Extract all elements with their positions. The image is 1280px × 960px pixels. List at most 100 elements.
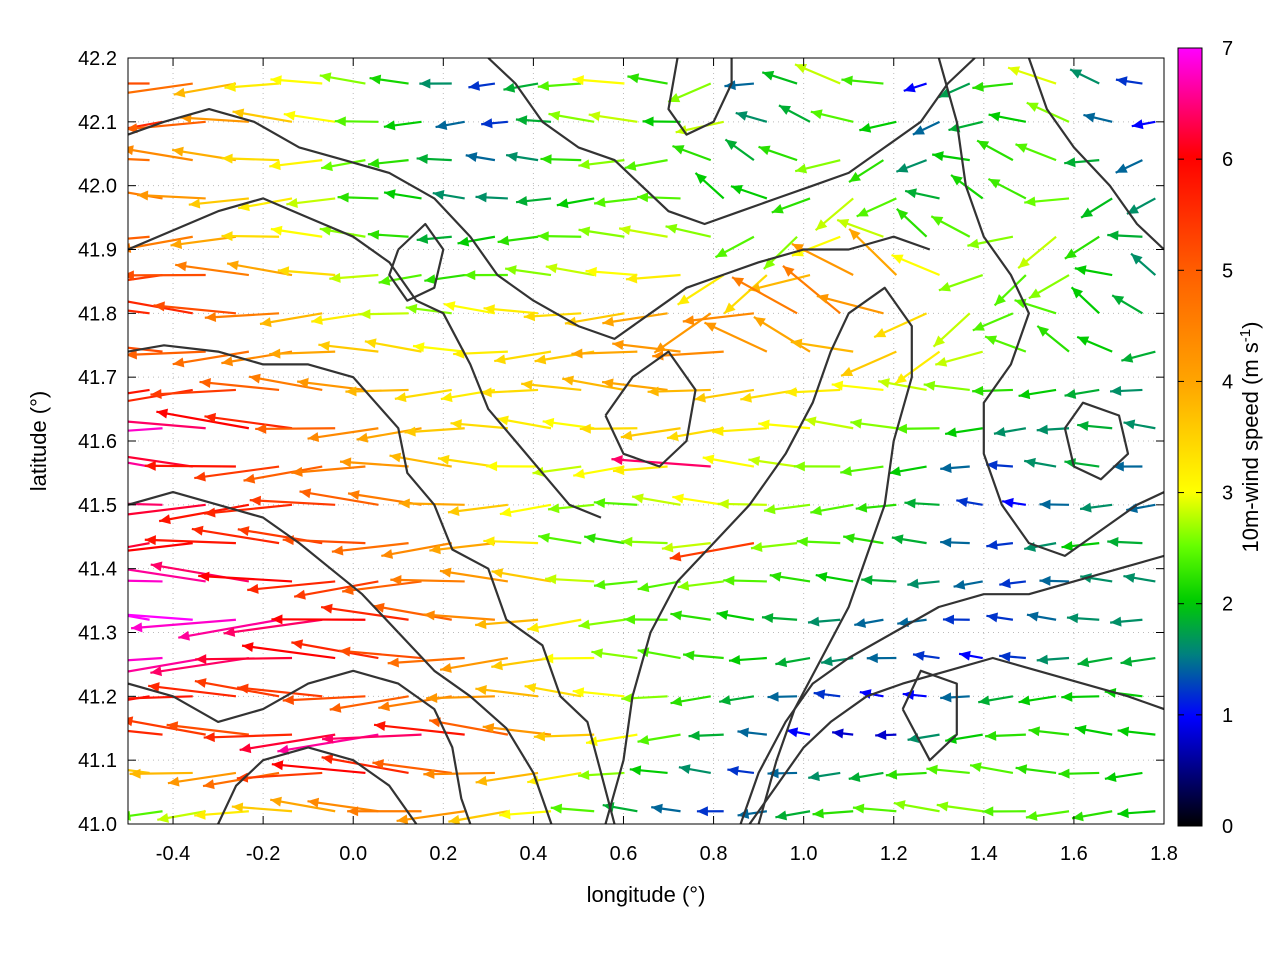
wind-vector-head (661, 542, 674, 553)
wind-vector-head (621, 693, 633, 704)
wind-vector-head (282, 694, 294, 705)
wind-vector-head (719, 695, 731, 706)
wind-vector-shaft (426, 695, 495, 700)
wind-vector-shaft (236, 771, 323, 780)
wind-vector (318, 341, 379, 353)
wind-vector-head (374, 721, 386, 731)
wind-vector-head (297, 377, 309, 388)
wind-vector-head (204, 507, 216, 518)
wind-vector-head (57, 575, 68, 585)
y-tick-label: 41.2 (78, 686, 117, 708)
wind-vector (578, 226, 625, 238)
wind-vector-head (1064, 248, 1077, 259)
contour-line (739, 554, 1164, 824)
wind-vector-head (236, 772, 249, 783)
wind-vector (796, 536, 841, 547)
wind-vector-head (291, 466, 303, 477)
wind-vector (128, 568, 206, 583)
wind-vector-head (195, 654, 207, 665)
wind-vector-head (494, 354, 506, 365)
wind-vector-head (128, 810, 131, 821)
contour-line (1063, 401, 1130, 481)
wind-vector (735, 111, 768, 123)
wind-vector-head (440, 392, 453, 403)
wind-vector-head (903, 82, 916, 93)
wind-vector-head (938, 88, 951, 98)
wind-vector (537, 231, 582, 242)
wind-vector-head (329, 702, 342, 713)
wind-vector (723, 575, 767, 586)
wind-vector-head (677, 580, 690, 591)
wind-vector (204, 412, 293, 430)
wind-vector-shaft (372, 761, 452, 775)
wind-vector (585, 266, 638, 277)
wind-vector-head (895, 423, 908, 434)
wind-vector-head (364, 338, 377, 349)
wind-vector (369, 74, 409, 85)
wind-vector-head (896, 208, 909, 221)
wind-vector-shaft (248, 375, 323, 392)
wind-vector-head (821, 656, 833, 667)
wind-vector-head (447, 506, 460, 516)
wind-vector-head (99, 548, 111, 558)
wind-vector-head (1018, 389, 1031, 400)
wind-vector (465, 152, 496, 162)
wind-vector-shaft (128, 542, 193, 552)
wind-vector-head (157, 812, 169, 823)
wind-vector-head (728, 654, 741, 665)
wind-vector (128, 158, 150, 162)
wind-vector-head (585, 266, 597, 277)
y-tick-label: 41.5 (78, 495, 117, 517)
wind-vector (158, 503, 250, 525)
wind-vector (948, 120, 983, 133)
wind-vector-head (475, 685, 487, 695)
wind-vector (629, 765, 668, 776)
contour-line (667, 58, 733, 136)
wind-vector-head (611, 454, 623, 465)
colorbar-label-exp: -1 (1237, 329, 1254, 342)
y-tick-label: 41.9 (78, 240, 117, 262)
wind-vector (1110, 616, 1143, 627)
wind-vector (723, 274, 768, 315)
wind-vector-head (423, 769, 435, 780)
wind-vector-head (322, 733, 334, 744)
wind-vector-head (277, 744, 290, 755)
wind-vector-head (775, 810, 788, 821)
wind-vector (404, 426, 465, 437)
wind-vector (435, 120, 465, 131)
wind-vector (579, 423, 638, 434)
wind-vector-shaft (381, 542, 452, 558)
wind-vector-head (831, 380, 844, 391)
wind-vector (907, 733, 940, 744)
wind-vector (737, 727, 767, 738)
wind-vector-shaft (128, 810, 163, 818)
wind-vector-shaft (128, 346, 163, 353)
wind-vector (794, 159, 841, 174)
wind-vector (523, 311, 582, 322)
wind-vector-head (985, 730, 997, 741)
wind-vector (859, 120, 897, 133)
wind-vector-shaft (223, 618, 323, 635)
wind-vector (482, 722, 552, 736)
wind-vector-head (790, 338, 803, 349)
wind-vector-shaft (612, 342, 681, 353)
wind-vector-shaft (682, 312, 755, 323)
wind-vector (128, 309, 150, 315)
wind-vector (429, 542, 496, 555)
wind-vector-head (270, 796, 282, 807)
wind-vector (153, 301, 237, 315)
wind-vector-head (527, 622, 540, 633)
wind-vector (669, 542, 755, 562)
wind-vector-head (1123, 572, 1136, 583)
wind-vector-head (242, 642, 254, 653)
wind-vector-head (1008, 66, 1021, 76)
wind-vector (157, 810, 206, 823)
wind-vector (499, 809, 552, 820)
wind-vector (932, 312, 971, 348)
wind-vector (419, 78, 452, 89)
wind-vector (1080, 197, 1113, 219)
wind-vector-head (696, 806, 708, 817)
wind-vector (572, 687, 625, 698)
wind-vector (942, 614, 970, 625)
wind-vector-head (1018, 695, 1031, 706)
